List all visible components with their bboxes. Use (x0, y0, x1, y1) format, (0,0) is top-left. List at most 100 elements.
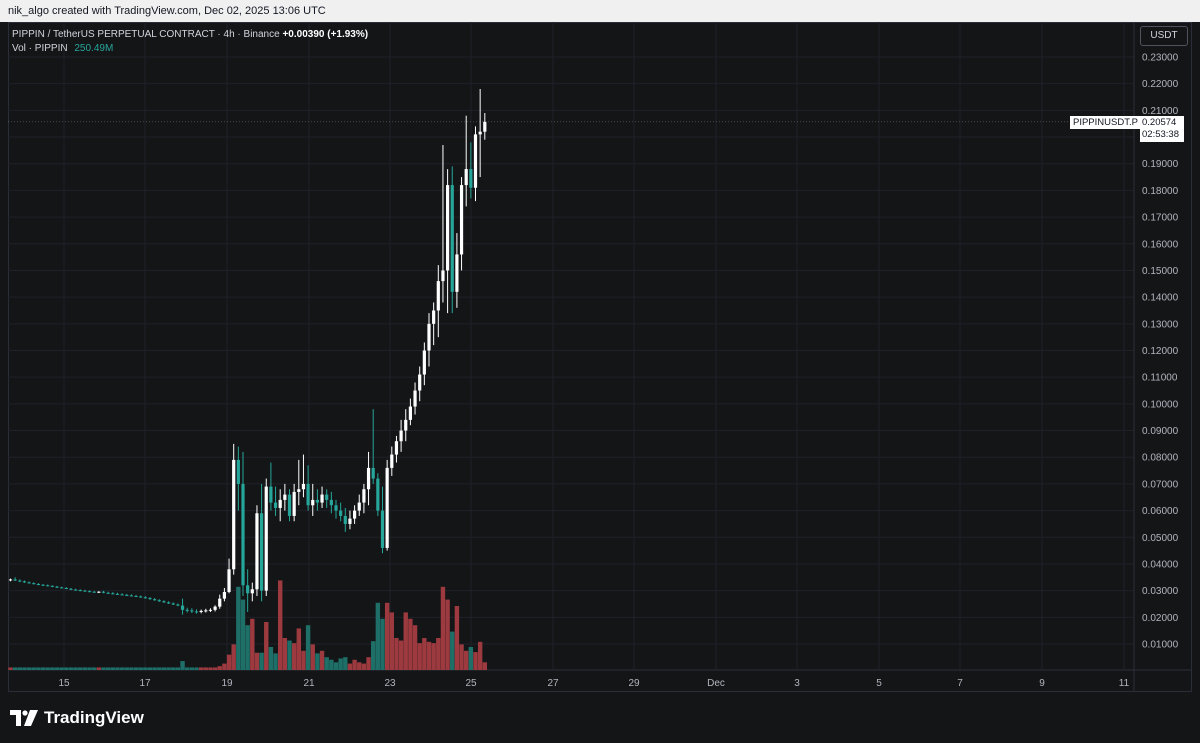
legend-volume-row: Vol · PIPPIN 250.49M (12, 42, 368, 56)
tradingview-logo[interactable]: TradingView (10, 708, 144, 728)
volume-bar (412, 625, 418, 670)
volume-bar (152, 667, 157, 670)
time-tick-label: Dec (707, 678, 725, 689)
volume-bar (166, 667, 171, 670)
price-tick-label: 0.21000 (1142, 106, 1179, 117)
volume-bar (445, 599, 450, 670)
volume-bar (54, 667, 60, 670)
candle-body (320, 494, 324, 503)
volume-bar (408, 618, 413, 670)
candle-body (441, 270, 445, 282)
volume-bar (338, 658, 343, 670)
currency-button[interactable]: USDT (1140, 26, 1188, 46)
volume-bar (273, 653, 278, 670)
candle-body (208, 609, 213, 611)
candle-body (278, 499, 282, 508)
candle-body (218, 598, 222, 607)
candle-body (101, 591, 106, 593)
price-tick-label: 0.14000 (1142, 293, 1179, 304)
price-tick-label: 0.01000 (1142, 640, 1179, 651)
volume-bar (473, 652, 478, 670)
volume-bar (468, 646, 474, 670)
candle-body (194, 611, 199, 613)
volume-bar (161, 667, 167, 670)
volume-bar (198, 667, 204, 670)
volume-bar (426, 641, 432, 670)
price-tick-label: 0.05000 (1142, 533, 1179, 544)
candle-body (32, 583, 36, 585)
candle-body (478, 131, 482, 135)
candle-body (115, 593, 120, 595)
candle-body (83, 590, 87, 592)
price-tick-label: 0.02000 (1142, 613, 1179, 624)
candle-body (148, 598, 152, 600)
volume-bar (431, 643, 436, 670)
candle-body (64, 587, 68, 589)
candle-body (432, 310, 436, 324)
volume-bar (240, 599, 246, 670)
candle-body (204, 610, 208, 612)
candle-body (167, 602, 171, 604)
volume-bar (361, 663, 367, 670)
price-tick-label: 0.08000 (1142, 453, 1179, 464)
candle-body (55, 586, 59, 588)
price-tick-label: 0.12000 (1142, 346, 1179, 357)
candle-body (74, 589, 78, 591)
volume-bar (315, 653, 320, 670)
volume-bar (389, 612, 394, 670)
time-tick-label: 11 (1119, 678, 1130, 689)
candle-body (134, 595, 138, 597)
volume-bar (22, 667, 27, 670)
candle-body (190, 610, 194, 612)
candle-body (348, 518, 352, 524)
chart-frame[interactable] (8, 22, 1192, 692)
volume-bar (250, 618, 255, 670)
candle-body (69, 588, 73, 590)
volume-bar (26, 667, 32, 670)
candle-body (92, 591, 96, 593)
volume-bar (31, 667, 36, 670)
candle-body (41, 584, 45, 586)
candle-body (334, 505, 338, 511)
volume-bar (459, 644, 464, 670)
candle-body (385, 467, 389, 548)
time-tick-label: 9 (1039, 678, 1045, 689)
candle-body (283, 494, 287, 500)
volume-bar (8, 667, 13, 670)
volume-bar (403, 612, 408, 670)
candle-body (413, 390, 417, 407)
candle-body (329, 499, 333, 506)
volume-bar (287, 640, 292, 670)
candle-body (408, 406, 412, 420)
volume-bar (268, 646, 274, 670)
volume-bar (222, 663, 227, 670)
volume-bar (73, 667, 78, 670)
volume-bar (278, 580, 283, 670)
candle-body (376, 478, 380, 511)
volume-bar (245, 625, 250, 670)
candle-body (8, 579, 13, 581)
price-tick-label: 0.19000 (1142, 159, 1179, 170)
price-tick-label: 0.15000 (1142, 266, 1179, 277)
candle-body (301, 483, 306, 490)
candle-body (139, 596, 143, 598)
candle-body (366, 467, 371, 490)
candle-body (13, 579, 17, 581)
volume-bar (236, 586, 241, 670)
candle-body (292, 491, 296, 516)
candle-body (390, 454, 394, 468)
candle-body (422, 350, 426, 375)
legend-volume-label: Vol · PIPPIN (12, 43, 68, 54)
price-tick-label: 0.17000 (1142, 213, 1179, 224)
volume-bar (264, 622, 269, 670)
volume-bar (119, 667, 125, 670)
volume-bar (417, 643, 422, 670)
candle-body (97, 591, 101, 593)
candle-body (455, 254, 459, 292)
legend-volume-value: 250.49M (74, 43, 114, 54)
volume-bar (189, 667, 195, 670)
candle-body (311, 499, 315, 506)
price-tick-label: 0.13000 (1142, 319, 1179, 330)
candle-body (353, 510, 357, 519)
